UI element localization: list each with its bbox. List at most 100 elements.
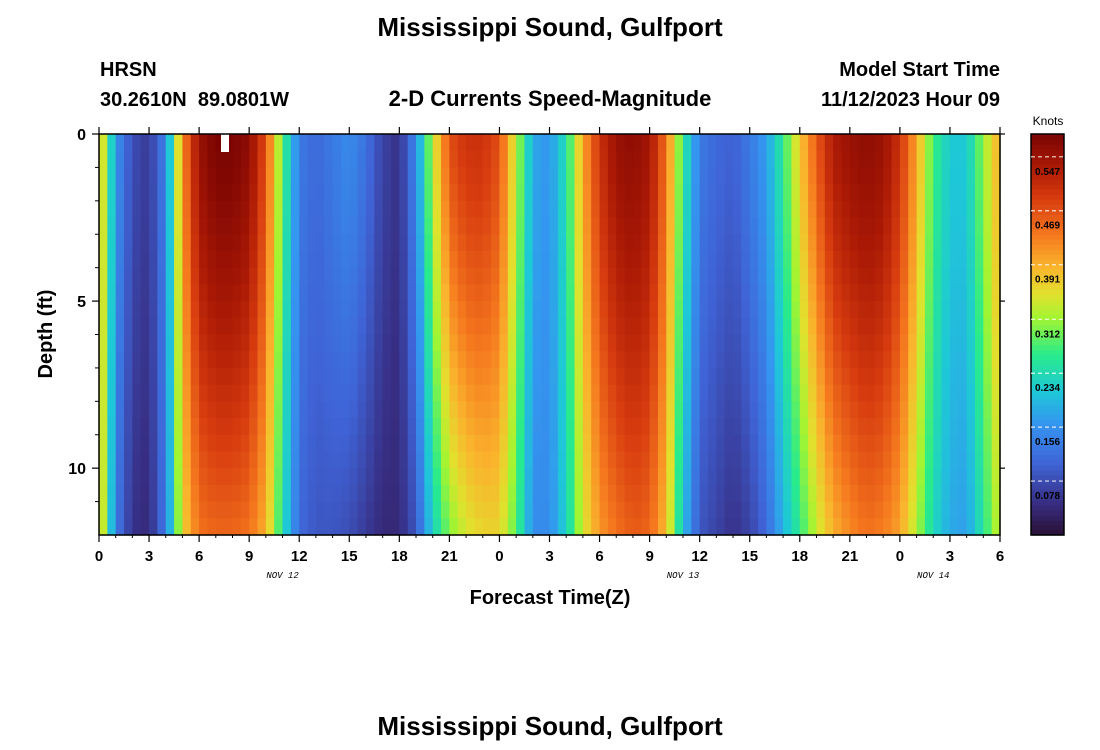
heatmap-cell [340, 150, 350, 169]
heatmap-cell [124, 250, 133, 269]
heatmap-cell [974, 501, 984, 519]
heatmap-cell [449, 250, 459, 269]
heatmap-cell [265, 434, 275, 453]
heatmap-cell [983, 351, 993, 369]
heatmap-cell [240, 184, 250, 202]
heatmap-cell [974, 234, 984, 252]
heatmap-cell [516, 234, 526, 252]
heatmap-cell [866, 367, 876, 386]
heatmap-cell [340, 384, 350, 402]
x-tick-label: 0 [495, 548, 503, 565]
heatmap-cell [657, 351, 667, 369]
heatmap-cell [491, 167, 501, 185]
heatmap-cell [140, 284, 150, 302]
heatmap-cell [841, 267, 851, 285]
heatmap-cell [332, 267, 342, 285]
heatmap-cell [607, 434, 617, 453]
heatmap-cell [741, 167, 751, 185]
heatmap-cell [357, 134, 367, 152]
heatmap-cell [966, 200, 976, 219]
heatmap-cell [824, 150, 834, 169]
heatmap-cell [599, 451, 609, 469]
heatmap-cell [816, 501, 826, 519]
heatmap-cell [441, 234, 450, 252]
heatmap-cell [582, 484, 592, 503]
heatmap-cell [365, 401, 375, 419]
heatmap-cell [824, 267, 834, 285]
heatmap-cell [958, 301, 968, 319]
heatmap-cell [124, 134, 133, 152]
x-tick-label: 12 [691, 548, 708, 565]
heatmap-cell [382, 451, 392, 469]
heatmap-cell [282, 134, 292, 152]
heatmap-cell [733, 518, 742, 536]
heatmap-cell [799, 284, 809, 302]
heatmap-cell [190, 200, 200, 219]
heatmap-cell [332, 301, 342, 319]
heatmap-cell [808, 317, 818, 336]
heatmap-cell [974, 351, 984, 369]
heatmap-cell [599, 434, 609, 453]
heatmap-cell [491, 234, 501, 252]
heatmap-cell [566, 184, 576, 202]
heatmap-cell [424, 367, 434, 386]
heatmap-cell [624, 401, 634, 419]
heatmap-cell [299, 150, 309, 169]
heatmap-cell [349, 150, 359, 169]
heatmap-cell [190, 518, 200, 536]
heatmap-cell [299, 250, 309, 269]
heatmap-cell [958, 167, 968, 185]
heatmap-cell [424, 518, 434, 536]
heatmap-cell [115, 134, 125, 152]
heatmap-cell [232, 334, 242, 352]
heatmap-cell [441, 434, 450, 453]
heatmap-cell [140, 384, 150, 402]
heatmap-cell [824, 518, 834, 536]
heatmap-cell [733, 267, 742, 285]
heatmap-cell [616, 301, 626, 319]
heatmap-cell [457, 484, 467, 503]
heatmap-cell [966, 484, 976, 503]
heatmap-cell [224, 434, 234, 453]
heatmap-cell [182, 217, 192, 235]
heatmap-cell [257, 234, 267, 252]
heatmap-cell [749, 468, 759, 486]
heatmap-cell [816, 234, 826, 252]
heatmap-cell [165, 367, 175, 386]
heatmap-cell [357, 384, 367, 402]
heatmap-cell [466, 217, 476, 235]
heatmap-cell [557, 217, 567, 235]
heatmap-cell [682, 451, 692, 469]
heatmap-cell [416, 134, 425, 152]
heatmap-cell [716, 384, 726, 402]
heatmap-cell [699, 200, 709, 219]
heatmap-cell [791, 250, 801, 269]
heatmap-cell [582, 334, 592, 352]
heatmap-cell [382, 167, 392, 185]
heatmap-cell [724, 468, 734, 486]
heatmap-cell [924, 317, 934, 336]
heatmap-cell [424, 334, 434, 352]
heatmap-cell [482, 401, 492, 419]
heatmap-cell [766, 317, 776, 336]
heatmap-cell [766, 334, 776, 352]
heatmap-cell [457, 184, 467, 202]
heatmap-cell [257, 217, 267, 235]
heatmap-cell [124, 217, 133, 235]
heatmap-cell [616, 184, 626, 202]
heatmap-cell [232, 451, 242, 469]
heatmap-cell [307, 134, 317, 152]
heatmap-cell [149, 167, 158, 185]
heatmap-cell [315, 167, 325, 185]
heatmap-cell [708, 134, 717, 152]
heatmap-cell [666, 367, 676, 386]
heatmap-cell [816, 401, 826, 419]
heatmap-cell [682, 334, 692, 352]
heatmap-cell [232, 484, 242, 503]
heatmap-cell [432, 284, 442, 302]
heatmap-cell [132, 234, 142, 252]
heatmap-cell [574, 418, 584, 436]
colorbar-segment [1031, 509, 1064, 516]
heatmap-cell [632, 267, 642, 285]
heatmap-cell [983, 167, 993, 185]
